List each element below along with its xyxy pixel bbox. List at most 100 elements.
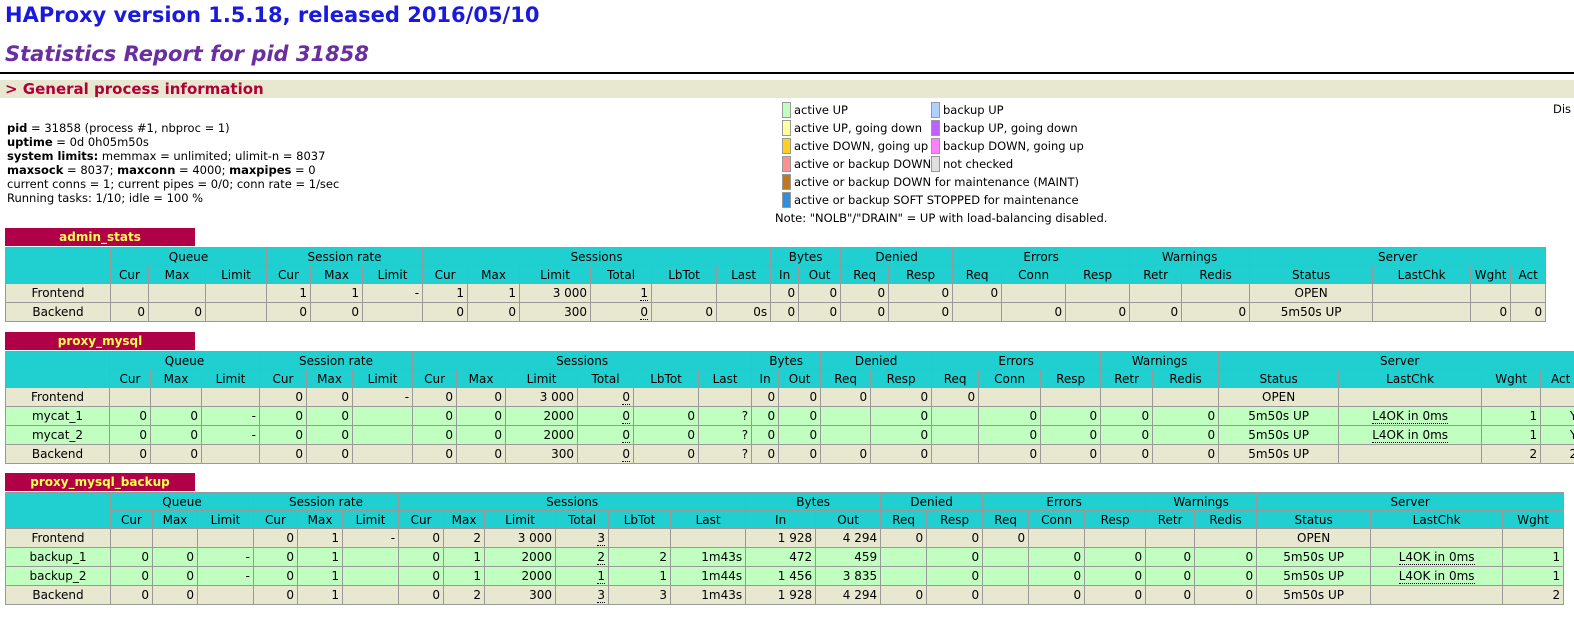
row-name: backup_1 [5, 547, 111, 567]
stat-value: 2000 [521, 569, 553, 583]
stat-value: 1 [597, 569, 606, 584]
stat-cell: 0 [398, 528, 445, 548]
stat-value: 1 [473, 569, 482, 583]
stat-value: 0 [920, 390, 929, 404]
column-header: Max [306, 369, 354, 388]
table-wrap: Queue Session rate Sessions Bytes Denied Erro… [5, 492, 1574, 605]
stat-value: 1 [1552, 550, 1561, 564]
stat-cell [1152, 387, 1220, 407]
stat-cell: 0 [1028, 547, 1086, 567]
stat-cell: 0 [1145, 566, 1196, 586]
info-line: pid = 31858 (process #1, nbproc = 1) [7, 121, 230, 135]
stat-value: 0 [877, 286, 886, 300]
stat-cell [342, 566, 400, 586]
stat-value: 0 [971, 569, 980, 583]
column-header: Last [698, 369, 753, 388]
stat-value: 0 [186, 569, 194, 583]
stat-value: 0 [622, 428, 631, 443]
stat-cell: 2000 [505, 425, 579, 445]
stat-cell [362, 302, 424, 322]
stat-cell: 1 [467, 283, 521, 303]
stat-cell: 5m50s UP [1218, 425, 1340, 445]
group-header: Warnings [1129, 247, 1251, 266]
page-subtitle: Statistics Report for pid 31858 [5, 42, 369, 66]
stat-cell: 0 [926, 547, 984, 567]
stat-value: 1 [331, 550, 340, 564]
stat-cell [204, 283, 268, 303]
stat-cell: 5m50s UP [1218, 444, 1340, 464]
column-header: Max [443, 510, 486, 529]
stat-cell: 0 [751, 425, 780, 445]
stat-cell: 0 [1100, 425, 1154, 445]
legend-item: active UP [782, 101, 848, 119]
group-header: Server [1218, 351, 1574, 370]
legend-item: backup DOWN, going up [931, 137, 1084, 155]
stat-value: 0 [351, 305, 360, 319]
stat-cell: 0 [880, 585, 928, 605]
stat-value: 0 [141, 569, 149, 583]
column-header: Status [1218, 369, 1340, 388]
stat-cell: 1 [297, 547, 344, 567]
stat-cell: 0 [870, 444, 933, 464]
stat-value: 1 [331, 531, 340, 545]
info-line: Running tasks: 1/10; idle = 100 % [7, 191, 203, 205]
row-name: backup_2 [5, 566, 111, 586]
table-wrap: Queue Session rate Sessions Bytes Denied Erro… [5, 351, 1574, 464]
stat-cell: 300 [484, 585, 557, 605]
column-header: Req [840, 265, 890, 284]
stat-value: 0 [767, 428, 776, 442]
group-header: Sessions [398, 492, 747, 511]
group-header: Sessions [422, 247, 772, 266]
stat-value: 0 [622, 390, 631, 405]
stat-cell: 0 [152, 547, 198, 567]
stat-value: 0 [432, 588, 441, 602]
info-text: Running tasks: 1/10; idle = 100 % [7, 191, 204, 205]
column-header: Act [1510, 265, 1547, 284]
stat-value: 0 [1245, 588, 1254, 602]
stat-cell: 1 [443, 566, 486, 586]
stat-value: 0 [1029, 447, 1038, 461]
stat-cell [1470, 283, 1512, 303]
stat-value: 2 [1529, 447, 1538, 461]
stat-cell: 0 [253, 566, 299, 586]
stat-cell: 0 [253, 547, 299, 567]
legend-item: active or backup SOFT STOPPED for mainte… [782, 191, 1079, 209]
column-header: Cur [253, 510, 299, 529]
column-header: Limit [484, 510, 557, 529]
stat-value: 459 [854, 550, 878, 564]
server-row: mycat_1 0 0 - 0 0 0 0 2000 0 0? 0 0 0 0 0 0 0 5m50s UP L4OK… [5, 406, 1574, 426]
legend-swatch [931, 138, 940, 154]
stat-value: 1 [1529, 428, 1538, 442]
stat-cell [352, 425, 414, 445]
stat-cell: 0 [110, 547, 153, 567]
group-header: Bytes [770, 247, 842, 266]
stat-cell: 0 [577, 425, 635, 445]
stat-cell: 0 [978, 425, 1042, 445]
stat-value: 0 [139, 409, 147, 423]
proxy-name: proxy_mysql_backup [5, 473, 195, 491]
stat-cell: 1 [422, 283, 469, 303]
stat-cell: 0 [152, 585, 198, 605]
column-header: Req [880, 510, 928, 529]
stat-value: 0 [494, 428, 503, 442]
stat-value: 0 [445, 409, 454, 423]
stat-cell: 0 [1181, 302, 1251, 322]
group-header: Session rate [253, 492, 400, 511]
stat-value: 1 [473, 550, 482, 564]
divider [0, 72, 1574, 74]
info-text: = 8037; [63, 163, 118, 177]
stat-value: L4OK in 0ms [1372, 428, 1449, 443]
stat-cell: L4OK in 0ms [1338, 406, 1483, 426]
stat-cell: 0 [926, 528, 984, 548]
stat-cell: 0 [1065, 302, 1131, 322]
info-text: system limits: [7, 149, 99, 163]
stat-cell: 0 [259, 425, 308, 445]
stat-value: 2 [597, 550, 606, 565]
stat-value: 0 [1141, 447, 1150, 461]
stat-cell: 0 [1194, 547, 1258, 567]
stat-cell [1001, 283, 1067, 303]
stat-value: 2000 [521, 550, 553, 564]
stat-cell: 0 [751, 444, 780, 464]
legend-item: backup UP, going down [931, 119, 1078, 137]
stat-value: 1 928 [777, 588, 813, 602]
